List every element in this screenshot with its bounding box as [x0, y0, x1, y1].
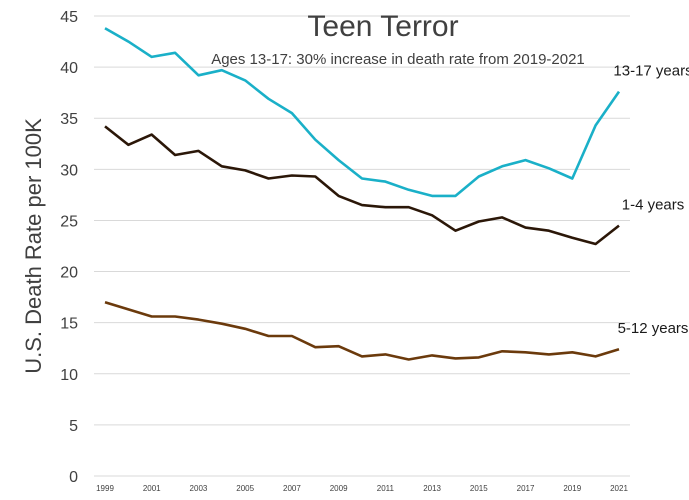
y-tick-label: 10: [60, 367, 78, 384]
y-tick-label: 35: [60, 111, 78, 128]
x-tick-label: 2017: [517, 484, 535, 493]
series-label: 5-12 years: [618, 320, 689, 337]
chart-subtitle: Ages 13-17: 30% increase in death rate f…: [211, 51, 585, 68]
x-axis-ticks: 1999 2001 2003 2005 2007 2009 2011 2013 2015 2017…: [96, 484, 628, 493]
series-label: 13-17 years: [613, 63, 689, 80]
x-tick-label: 2021: [610, 484, 628, 493]
x-tick-label: 2009: [330, 484, 348, 493]
x-tick-label: 2019: [563, 484, 581, 493]
y-tick-label: 40: [60, 60, 78, 77]
y-axis-ticks: 0 5 10 15 20 25 30 35 40 45: [60, 9, 78, 486]
x-tick-label: 2005: [236, 484, 254, 493]
x-tick-label: 2013: [423, 484, 441, 493]
series-line: [104, 300, 620, 361]
y-tick-label: 20: [60, 265, 78, 282]
y-tick-label: 25: [60, 213, 78, 230]
y-tick-label: 30: [60, 162, 78, 179]
series-label: 1-4 years: [622, 197, 685, 214]
x-tick-label: 2011: [377, 484, 395, 493]
x-tick-label: 2001: [143, 484, 161, 493]
y-tick-label: 45: [60, 9, 78, 26]
x-tick-label: 2003: [190, 484, 208, 493]
x-tick-label: 1999: [96, 484, 114, 493]
series-lines: [104, 27, 621, 361]
x-tick-label: 2007: [283, 484, 301, 493]
y-axis-label: U.S. Death Rate per 100K: [21, 118, 46, 374]
series-line: [104, 27, 621, 198]
chart-title: Teen Terror: [307, 10, 458, 43]
series-labels: 13-17 years 1-4 years 5-12 years: [613, 63, 689, 338]
x-tick-label: 2015: [470, 484, 488, 493]
series-line: [104, 125, 620, 246]
y-tick-label: 5: [69, 418, 78, 435]
gridlines: [94, 15, 630, 477]
y-tick-label: 15: [60, 316, 78, 333]
y-tick-label: 0: [69, 469, 78, 486]
